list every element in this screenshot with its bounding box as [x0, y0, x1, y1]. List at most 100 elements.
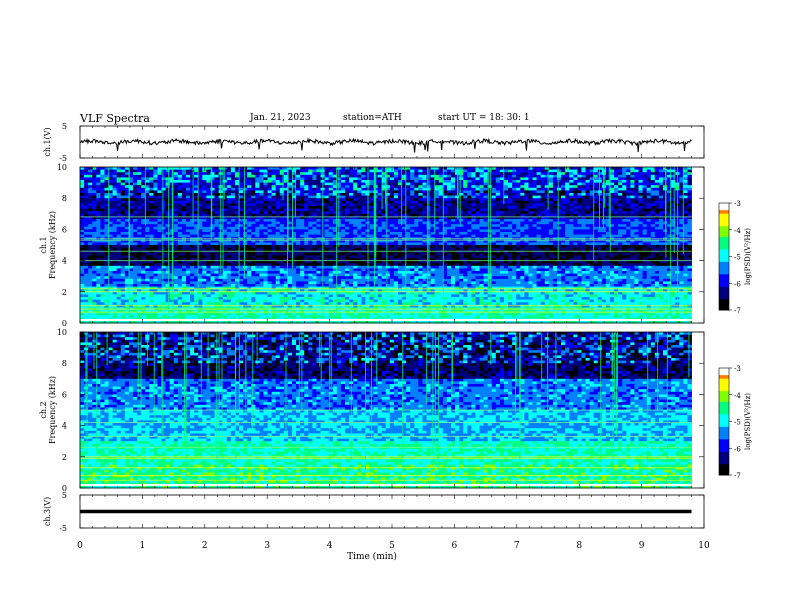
spectrogram-cell — [349, 281, 353, 284]
spectrogram-cell — [394, 297, 398, 300]
spectrogram-cell — [182, 201, 186, 204]
spectrogram-cell — [325, 206, 329, 209]
spectrogram-cell — [398, 242, 402, 245]
spectrogram-cell — [88, 188, 92, 191]
spectrogram-cell — [166, 170, 170, 173]
spectrogram-cell — [96, 271, 100, 274]
spectrogram-cell — [121, 302, 125, 305]
spectrogram-cell — [145, 183, 149, 186]
spectrogram-cell — [137, 203, 141, 206]
spectrogram-cell — [149, 245, 153, 248]
spectrogram-cell — [153, 315, 157, 318]
spectrogram-cell — [113, 263, 117, 266]
spectrogram-cell — [186, 211, 190, 214]
spectrogram-cell — [292, 294, 296, 297]
spectrogram-cell — [345, 219, 349, 222]
spectrogram-cell — [414, 242, 418, 245]
spectrogram-cell — [84, 271, 88, 274]
spectrogram-cell — [190, 279, 194, 282]
spectrogram-cell — [190, 229, 194, 232]
spectrogram-cell — [100, 271, 104, 274]
spectrogram-cell — [316, 253, 320, 256]
spectrogram-cell — [243, 313, 247, 316]
spectrogram-cell — [402, 297, 406, 300]
spectrogram-cell — [414, 255, 418, 258]
spectrogram-cell — [182, 281, 186, 284]
spectrogram-cell — [394, 177, 398, 180]
spectrogram-cell — [239, 229, 243, 232]
spectrogram-cell — [280, 274, 284, 277]
spectrogram-cell — [316, 211, 320, 214]
spectrogram-cell — [357, 185, 361, 188]
spectrogram-cell — [166, 185, 170, 188]
spectrogram-cell — [210, 245, 214, 248]
spectrogram-cell — [113, 227, 117, 230]
spectrogram-cell — [190, 268, 194, 271]
spectrogram-cell — [117, 245, 121, 248]
spectrogram-cell — [88, 224, 92, 227]
spectrogram-cell — [157, 219, 161, 222]
spectrogram-cell — [84, 268, 88, 271]
spectrogram-cell — [382, 248, 386, 251]
spectrogram-cell — [243, 170, 247, 173]
spectrogram-cell — [276, 229, 280, 232]
spectrogram-cell — [243, 279, 247, 282]
spectrogram-cell — [394, 193, 398, 196]
spectrogram-cell — [300, 177, 304, 180]
spectrogram-cell — [304, 172, 308, 175]
spectrogram-cell — [231, 242, 235, 245]
spectrogram-cell — [88, 193, 92, 196]
spectrogram-cell — [329, 300, 333, 303]
spectrogram-cell — [304, 193, 308, 196]
spectrogram-cell — [259, 188, 263, 191]
spectrogram-cell — [231, 167, 235, 170]
spectrogram-cell — [268, 232, 272, 235]
spectrogram-cell — [113, 196, 117, 199]
spectrogram-cell — [280, 284, 284, 287]
spectrogram-cell — [117, 193, 121, 196]
spectrogram-cell — [394, 253, 398, 256]
spectrogram-cell — [84, 183, 88, 186]
spectrogram-cell — [259, 170, 263, 173]
spectrogram-cell — [113, 222, 117, 225]
spectrogram-cell — [406, 219, 410, 222]
spectrogram-cell — [259, 232, 263, 235]
spectrogram-cell — [227, 170, 231, 173]
spectrogram-cell — [100, 180, 104, 183]
spectrogram-cell — [398, 235, 402, 238]
spectrogram-cell — [268, 193, 272, 196]
spectrogram-cell — [80, 170, 84, 173]
spectrogram-cell — [418, 167, 422, 170]
spectrogram-cell — [308, 180, 312, 183]
spectrogram-cell — [263, 193, 267, 196]
spectrogram-cell — [149, 284, 153, 287]
spectrogram-cell — [325, 255, 329, 258]
spectrogram-cell — [109, 206, 113, 209]
spectrogram-cell — [337, 271, 341, 274]
spectrogram-cell — [394, 294, 398, 297]
spectrogram-cell — [202, 232, 206, 235]
spectrogram-cell — [145, 224, 149, 227]
spectrogram-cell — [349, 193, 353, 196]
spectrogram-cell — [312, 224, 316, 227]
spectrogram-cell — [133, 297, 137, 300]
spectrogram-cell — [369, 268, 373, 271]
spectrogram-cell — [263, 211, 267, 214]
spectrogram-cell — [276, 172, 280, 175]
spectrogram-cell — [378, 224, 382, 227]
spectrogram-cell — [308, 188, 312, 191]
spectrogram-cell — [304, 211, 308, 214]
spectrogram-cell — [263, 300, 267, 303]
spectrogram-cell — [304, 268, 308, 271]
spectrogram-cell — [149, 297, 153, 300]
spectrogram-cell — [316, 188, 320, 191]
spectrogram-cell — [96, 190, 100, 193]
spectrogram-cell — [206, 302, 210, 305]
spectrogram-cell — [153, 203, 157, 206]
spectrogram-cell — [406, 232, 410, 235]
spectrogram-cell — [166, 229, 170, 232]
spectrogram-cell — [96, 206, 100, 209]
spectrogram-cell — [239, 300, 243, 303]
spectrogram-cell — [410, 175, 414, 178]
spectrogram-cell — [357, 227, 361, 230]
